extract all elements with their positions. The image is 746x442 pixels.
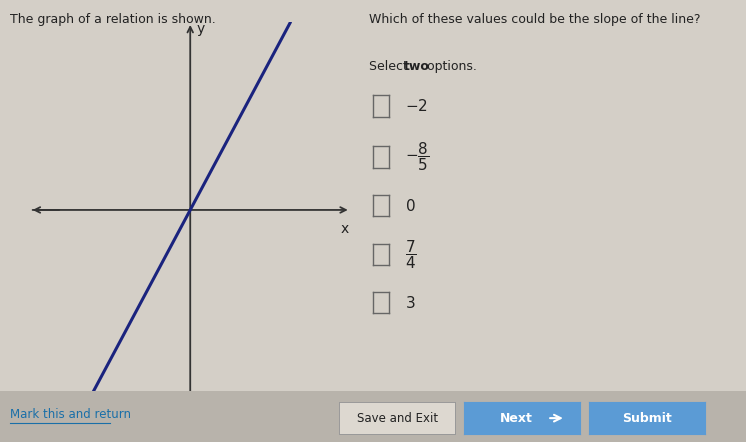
- Text: Next: Next: [500, 412, 533, 425]
- Text: y: y: [196, 22, 204, 36]
- Text: Save and Exit: Save and Exit: [357, 412, 438, 425]
- Text: options.: options.: [423, 60, 477, 72]
- Text: Mark this and return: Mark this and return: [10, 408, 131, 420]
- Text: Which of these values could be the slope of the line?: Which of these values could be the slope…: [369, 13, 700, 26]
- Text: Select: Select: [369, 60, 412, 72]
- Text: $0$: $0$: [405, 198, 416, 213]
- Text: two: two: [404, 60, 430, 72]
- Text: x: x: [340, 222, 348, 236]
- Text: $-\dfrac{8}{5}$: $-\dfrac{8}{5}$: [405, 141, 430, 173]
- Text: $\dfrac{7}{4}$: $\dfrac{7}{4}$: [405, 238, 417, 271]
- Text: $-2$: $-2$: [405, 98, 428, 114]
- Text: The graph of a relation is shown.: The graph of a relation is shown.: [10, 13, 216, 26]
- Text: Submit: Submit: [622, 412, 672, 425]
- Text: $3$: $3$: [405, 295, 416, 311]
